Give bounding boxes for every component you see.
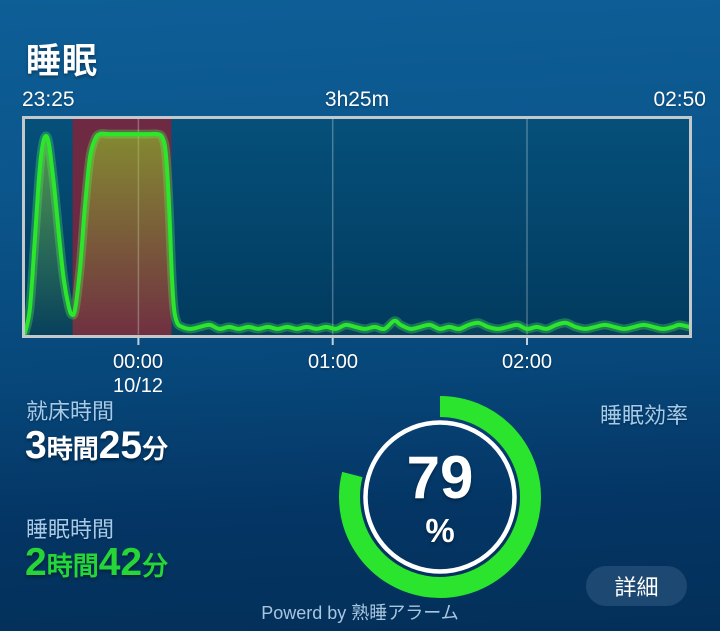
sleep-start-time: 23:25 (22, 88, 75, 111)
sleep-efficiency-label: 睡眠効率 (599, 403, 688, 428)
time-in-bed-label: 就床時間 (26, 399, 115, 424)
sleep-minutes: 42 (98, 541, 143, 584)
sleep-hours-unit: 時間 (46, 551, 99, 581)
sleep-curve-line (23, 131, 691, 335)
x-tick-label-0200: 02:00 (501, 351, 553, 373)
x-tick-date-label: 10/12 (112, 375, 164, 397)
page-title: 睡眠 (26, 42, 99, 81)
sleep-end-time: 02:50 (653, 88, 706, 111)
efficiency-ring (339, 396, 541, 598)
chart-border (22, 116, 692, 338)
sleep-chart (22, 116, 692, 345)
time-in-bed-value: 3時間25分 (25, 426, 168, 465)
sleep-hours: 2 (25, 541, 47, 584)
detail-button[interactable]: 詳細 (586, 566, 687, 606)
sleep-time-label: 睡眠時間 (26, 517, 115, 542)
efficiency-inner-circle (363, 420, 517, 574)
powered-by-text: Powerd by 熟睡アラーム (261, 603, 459, 623)
sleep-time-value: 2時間42分 (25, 543, 168, 582)
in-bed-hours-unit: 時間 (46, 434, 99, 464)
chart-axis-ticks (137, 337, 528, 345)
x-tick-label-0100: 01:00 (307, 351, 359, 373)
in-bed-minutes: 25 (98, 424, 143, 467)
in-bed-hours: 3 (25, 424, 47, 467)
in-bed-minutes-unit: 分 (142, 434, 169, 464)
sleep-minutes-unit: 分 (142, 551, 169, 581)
x-tick-label-0000: 00:00 (112, 351, 164, 373)
sleep-duration-label: 3h25m (324, 88, 390, 111)
efficiency-ring-arc (339, 396, 541, 598)
